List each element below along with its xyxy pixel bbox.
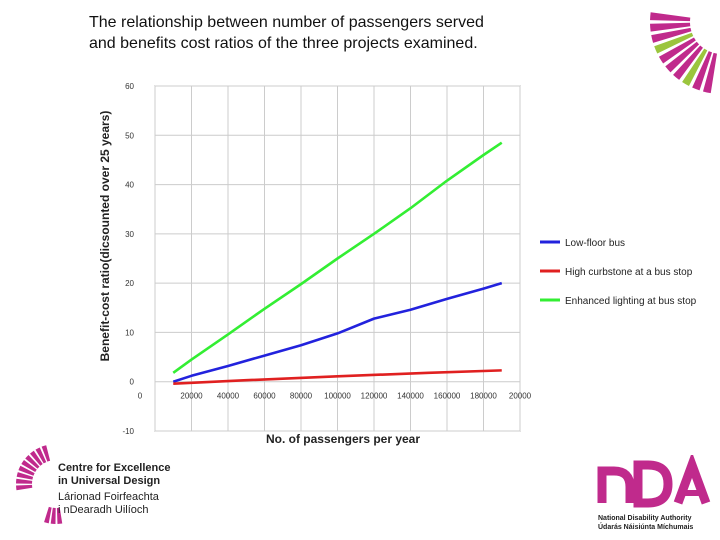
x-tick-label: 80000 (290, 392, 313, 401)
x-tick-labels: 0 20000 40000 60000 80000 100000 120000 140000 1… (138, 392, 532, 401)
x-tick-label: 100000 (324, 392, 351, 401)
slide-title: The relationship between number of passe… (89, 12, 559, 54)
x-tick-label: 40000 (217, 392, 240, 401)
series-line-low_floor (172, 281, 503, 383)
legend-label: Enhanced lighting at bus stop (565, 296, 697, 307)
nda-caption: National Disability Authority Údarás Nái… (598, 514, 693, 532)
ceud-line-3: Lárionad Foirfeachta (58, 491, 159, 503)
y-tick-label: 20 (125, 279, 134, 288)
x-tick-label: 60000 (253, 392, 276, 401)
legend-label: High curbstone at a bus stop (565, 267, 693, 278)
grid-lines (154, 85, 521, 432)
nda-logo-icon (597, 455, 711, 508)
y-tick-label: 10 (125, 328, 134, 337)
y-tick-label: 0 (130, 378, 135, 387)
ceud-line-1: Centre for Excellence (58, 462, 171, 474)
y-tick-label: 40 (125, 181, 134, 190)
ring-decoration-icon (650, 12, 717, 94)
x-tick-label: 140000 (397, 392, 424, 401)
ceud-logo-text: Centre for Excellence in Universal Desig… (58, 462, 171, 517)
x-tick-label: 20000 (180, 392, 203, 401)
slide-title-line-1: The relationship between number of passe… (89, 14, 484, 31)
legend: Low-floor bus High curbstone at a bus sto… (540, 238, 697, 307)
y-tick-label: 30 (125, 230, 134, 239)
series-lines (172, 141, 503, 385)
y-axis-label: Benefit-cost ratio(dicsounted over 25 ye… (98, 111, 112, 362)
series-line-lighting (172, 141, 503, 374)
y-tick-label: 60 (125, 82, 134, 91)
x-tick-label: 180000 (470, 392, 497, 401)
slide-title-line-2: and benefits cost ratios of the three pr… (89, 35, 478, 52)
ceud-line-2: in Universal Design (58, 475, 161, 487)
y-tick-label: 50 (125, 131, 134, 140)
legend-label: Low-floor bus (565, 238, 625, 249)
ceud-line-4: i nDearadh Uilíoch (58, 504, 149, 516)
y-tick-label: -10 (122, 427, 134, 436)
ceud-logo-icon (16, 445, 63, 524)
x-tick-label: 160000 (434, 392, 461, 401)
x-tick-label: 120000 (361, 392, 388, 401)
nda-caption-line-1: National Disability Authority (598, 515, 692, 522)
series-line-curbstone (173, 369, 502, 385)
x-axis-label: No. of passengers per year (266, 432, 420, 446)
x-tick-label: 20000 (509, 392, 532, 401)
y-tick-labels: -10 0 10 20 30 40 50 60 (122, 82, 134, 436)
nda-caption-line-2: Údarás Náisiúnta Míchumais (598, 524, 694, 531)
x-tick-label: 0 (138, 392, 143, 401)
